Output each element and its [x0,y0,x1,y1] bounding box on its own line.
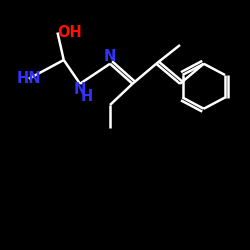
Text: H: H [81,89,93,104]
Text: N: N [74,82,86,98]
Text: N: N [104,49,116,64]
Text: HN: HN [16,71,41,86]
Text: OH: OH [57,25,82,40]
